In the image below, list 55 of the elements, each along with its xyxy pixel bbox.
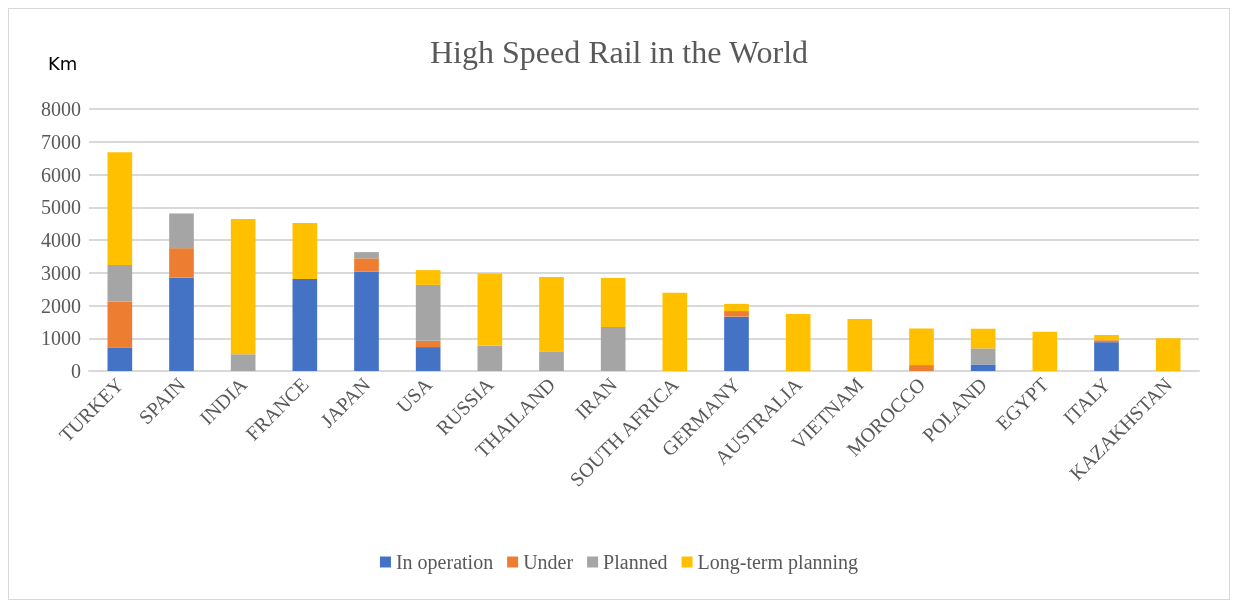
bar [724,311,749,317]
bar [785,314,811,371]
bar [1155,338,1181,371]
bar [724,303,749,312]
bar [107,347,133,371]
bar [292,278,318,371]
bar [415,340,441,348]
bar [292,222,318,279]
y-tick-label: 1000 [41,327,81,350]
bar [169,248,194,278]
bar [230,354,256,371]
bar [107,264,133,302]
x-tick-label: USA [392,372,437,418]
y-tick-label: 4000 [41,229,81,251]
bar [415,270,441,285]
bar [970,364,996,371]
bar [1094,342,1119,371]
bar [539,277,564,352]
bar [354,258,379,272]
bar [354,271,379,371]
bar [724,316,749,371]
bar [600,277,626,328]
y-tick-label: 0 [71,360,81,382]
legend-label: Long-term planning [697,551,859,574]
bar [169,213,194,249]
bar [477,345,503,371]
y-axis-title: Km [48,52,78,74]
legend-label: Under [523,551,574,573]
y-tick-label: 3000 [41,261,81,284]
bar [415,284,441,341]
chart-title: High Speed Rail in the World [429,34,809,70]
y-tick-label: 8000 [41,98,81,120]
y-tick-label: 6000 [41,163,81,186]
legend-label: In operation [395,551,494,574]
y-tick-label: 7000 [41,130,81,153]
bar [600,327,626,371]
bar [169,277,194,371]
bar [354,252,379,259]
bar [107,301,133,348]
bar [1032,331,1058,371]
y-tick-label: 2000 [41,294,81,317]
y-tick-label: 5000 [41,196,81,219]
bar [970,348,996,365]
bar [107,152,133,265]
bar [1094,334,1119,341]
bar [909,365,934,371]
bar [415,347,441,371]
bar [539,351,564,371]
bar [909,328,934,366]
bar [662,292,688,371]
bar [477,273,503,346]
bar [847,318,873,371]
legend-label: Planned [603,551,668,573]
bar [230,219,256,355]
bar [970,328,996,349]
